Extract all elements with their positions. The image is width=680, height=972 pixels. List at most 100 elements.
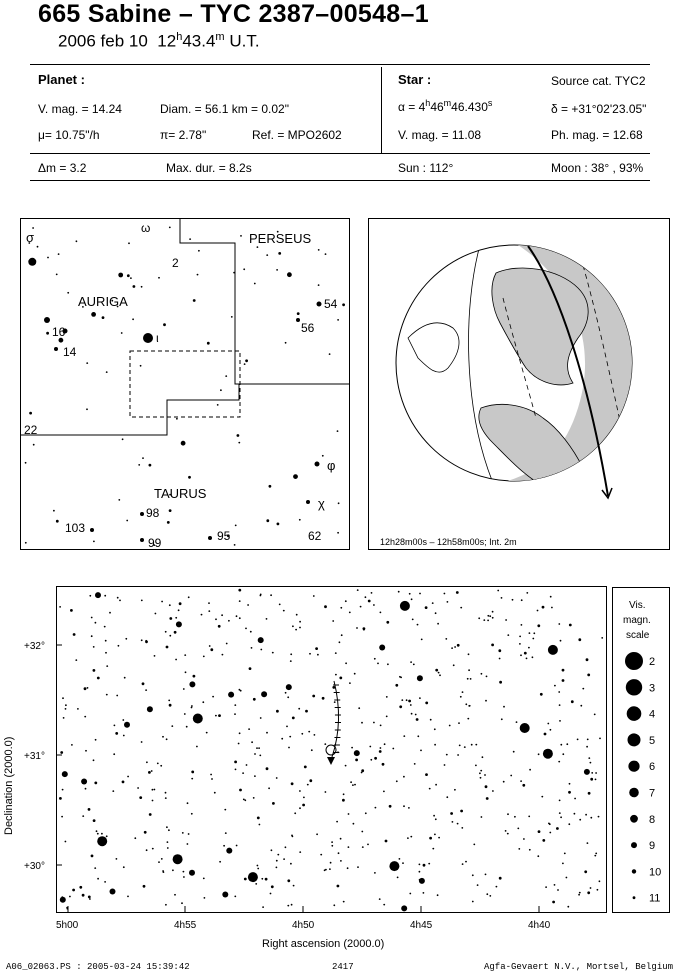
named-star [44, 317, 50, 323]
star [70, 609, 73, 612]
star [435, 668, 439, 672]
star [519, 723, 530, 733]
star [434, 612, 437, 615]
star [593, 713, 596, 716]
star [166, 847, 169, 849]
star [55, 273, 58, 276]
star [336, 820, 338, 823]
named-star [90, 528, 94, 532]
star [475, 764, 477, 767]
star [417, 735, 420, 738]
star [168, 699, 171, 702]
star [243, 268, 246, 271]
star [202, 877, 205, 880]
star [166, 521, 170, 524]
star [485, 675, 488, 678]
star [81, 893, 85, 897]
star [484, 785, 488, 789]
star [412, 663, 415, 666]
star [465, 703, 468, 706]
star [254, 753, 256, 755]
star [507, 813, 509, 816]
star [122, 719, 125, 721]
star [452, 664, 455, 667]
star [331, 841, 333, 843]
star [434, 818, 437, 821]
star [202, 655, 205, 658]
star [226, 534, 230, 538]
star [539, 692, 543, 696]
star [533, 632, 536, 635]
star [251, 741, 254, 744]
star [578, 893, 580, 896]
star [182, 688, 185, 690]
star [192, 299, 196, 302]
star [333, 701, 336, 703]
star [537, 855, 540, 858]
star [128, 242, 130, 245]
star [291, 835, 294, 838]
star [515, 721, 518, 723]
star [587, 891, 591, 895]
label-98: 98 [146, 506, 160, 520]
star [346, 867, 349, 870]
star [164, 797, 167, 799]
star [433, 728, 436, 731]
star [156, 762, 159, 765]
star [295, 628, 297, 631]
star [140, 639, 143, 642]
star [425, 701, 429, 705]
star [299, 626, 301, 629]
star [123, 676, 126, 679]
scale-dots [625, 652, 643, 900]
scale-labels: 2 3 4 5 6 7 8 9 10 11 [649, 656, 661, 905]
star [259, 593, 262, 596]
asteroid-path [325, 680, 341, 765]
star [337, 502, 340, 505]
star [344, 764, 347, 767]
star [402, 862, 404, 864]
star [190, 812, 193, 815]
star [502, 780, 505, 783]
star [278, 252, 282, 255]
detail-field-box [129, 350, 241, 418]
star [397, 590, 400, 593]
star [270, 885, 274, 889]
landmass-asia-north [491, 267, 589, 386]
scale-label: 9 [649, 840, 655, 852]
star [189, 238, 192, 240]
star [205, 731, 208, 734]
star [437, 671, 440, 674]
star [233, 544, 236, 546]
star [145, 689, 148, 691]
star [271, 651, 274, 654]
star [568, 782, 571, 785]
label-62: 62 [308, 529, 322, 543]
star [352, 784, 354, 786]
star [528, 848, 531, 851]
named-star [140, 538, 144, 542]
star [60, 751, 64, 754]
star [594, 778, 597, 781]
star [127, 775, 129, 778]
star [245, 627, 247, 630]
star [296, 312, 300, 315]
star [276, 709, 279, 713]
star [489, 615, 492, 618]
star [139, 796, 143, 799]
star [570, 700, 574, 704]
event-hour: 12 [157, 31, 177, 51]
star [189, 681, 196, 688]
star [594, 854, 597, 857]
event-date: 2006 feb 10 [58, 31, 148, 51]
star [104, 639, 107, 642]
star [336, 884, 340, 888]
star [551, 606, 553, 609]
star [305, 709, 308, 713]
star [434, 743, 436, 746]
star [590, 777, 594, 781]
star [403, 805, 405, 808]
star [424, 606, 428, 609]
event-datetime: 2006 feb 10 12h43.4m U.T. [58, 31, 260, 52]
star [558, 799, 561, 802]
